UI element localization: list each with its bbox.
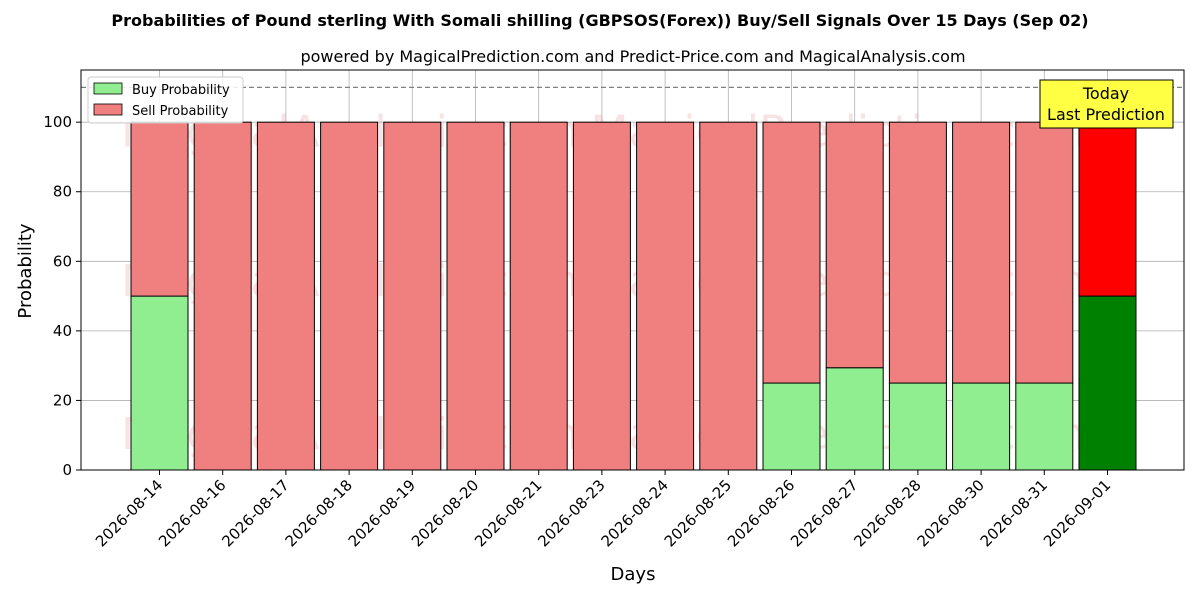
bar-sell-2026-08-26 xyxy=(762,121,821,384)
legend-swatch-sell xyxy=(93,103,123,116)
bar-buy-2026-09-01 xyxy=(1078,295,1137,471)
x-tick-label: 2026-08-25 xyxy=(661,476,735,550)
bar-buy-2026-08-31 xyxy=(1015,382,1074,471)
y-tick-label: 40 xyxy=(53,322,72,340)
bar-sell-2026-08-24 xyxy=(636,121,695,471)
bar-sell-2026-08-25 xyxy=(699,121,758,471)
x-tick-label: 2026-08-28 xyxy=(850,476,924,550)
x-ticks: 2026-08-142026-08-162026-08-172026-08-18… xyxy=(92,470,1114,550)
bar-buy-2026-08-27 xyxy=(825,367,884,471)
x-tick-label: 2026-09-01 xyxy=(1040,476,1114,550)
y-tick-label: 100 xyxy=(43,113,72,131)
x-tick-label: 2026-08-31 xyxy=(977,476,1051,550)
x-tick-label: 2026-08-26 xyxy=(724,476,798,550)
bar-buy-2026-08-14 xyxy=(130,295,189,471)
y-tick-label: 0 xyxy=(62,461,72,479)
x-tick-label: 2026-08-30 xyxy=(914,476,988,550)
bar-sell-2026-08-27 xyxy=(825,121,884,369)
annotation-last-prediction: Last Prediction xyxy=(1047,105,1165,124)
annotation-today: Today xyxy=(1082,84,1129,103)
x-tick-label: 2026-08-21 xyxy=(471,476,545,550)
bar-sell-2026-08-21 xyxy=(509,121,568,471)
x-tick-label: 2026-08-27 xyxy=(787,476,861,550)
bar-sell-2026-08-31 xyxy=(1015,121,1074,384)
y-tick-label: 20 xyxy=(53,391,72,409)
x-tick-label: 2026-08-24 xyxy=(598,476,672,550)
legend-label-sell: Sell Probability xyxy=(132,104,229,119)
chart-subtitle: powered by MagicalPrediction.com and Pre… xyxy=(300,47,965,66)
x-tick-label: 2026-08-17 xyxy=(218,476,292,550)
x-axis-label: Days xyxy=(611,564,656,585)
bar-buy-2026-08-30 xyxy=(952,382,1011,471)
bar-sell-2026-08-14 xyxy=(130,121,189,297)
x-tick-label: 2026-08-23 xyxy=(534,476,608,550)
bar-sell-2026-08-20 xyxy=(446,121,505,471)
bar-sell-2026-08-16 xyxy=(193,121,252,471)
legend-box xyxy=(87,76,244,124)
today-annotation: Today Last Prediction xyxy=(1039,79,1174,129)
plot-frame xyxy=(80,69,1185,471)
bar-buy-2026-08-26 xyxy=(762,382,821,471)
bar-sell-2026-08-28 xyxy=(888,121,947,384)
x-tick-label: 2026-08-14 xyxy=(92,476,166,550)
x-tick-label: 2026-08-18 xyxy=(282,476,356,550)
bar-sell-2026-08-30 xyxy=(952,121,1011,384)
annotation-box xyxy=(1039,79,1174,129)
x-tick-label: 2026-08-20 xyxy=(408,476,482,550)
x-tick-label: 2026-08-19 xyxy=(345,476,419,550)
legend-swatch-buy xyxy=(93,82,123,95)
bar-sell-2026-08-18 xyxy=(320,121,379,471)
chart-title: Probabilities of Pound sterling With Som… xyxy=(111,11,1088,30)
y-axis-label: Probability xyxy=(15,223,36,318)
y-tick-label: 80 xyxy=(53,183,72,201)
y-ticks: 0 20 40 60 80 100 xyxy=(43,113,81,479)
bar-buy-2026-08-28 xyxy=(888,382,947,471)
bar-sell-2026-08-23 xyxy=(572,121,631,471)
legend: Buy Probability Sell Probability xyxy=(87,76,244,124)
y-tick-label: 60 xyxy=(53,252,72,270)
bar-sell-2026-09-01 xyxy=(1078,121,1137,297)
legend-label-buy: Buy Probability xyxy=(132,83,230,98)
x-tick-label: 2026-08-16 xyxy=(155,476,229,550)
bar-sell-2026-08-19 xyxy=(383,121,442,471)
bar-sell-2026-08-17 xyxy=(256,121,315,471)
bars-layer xyxy=(130,121,1137,471)
